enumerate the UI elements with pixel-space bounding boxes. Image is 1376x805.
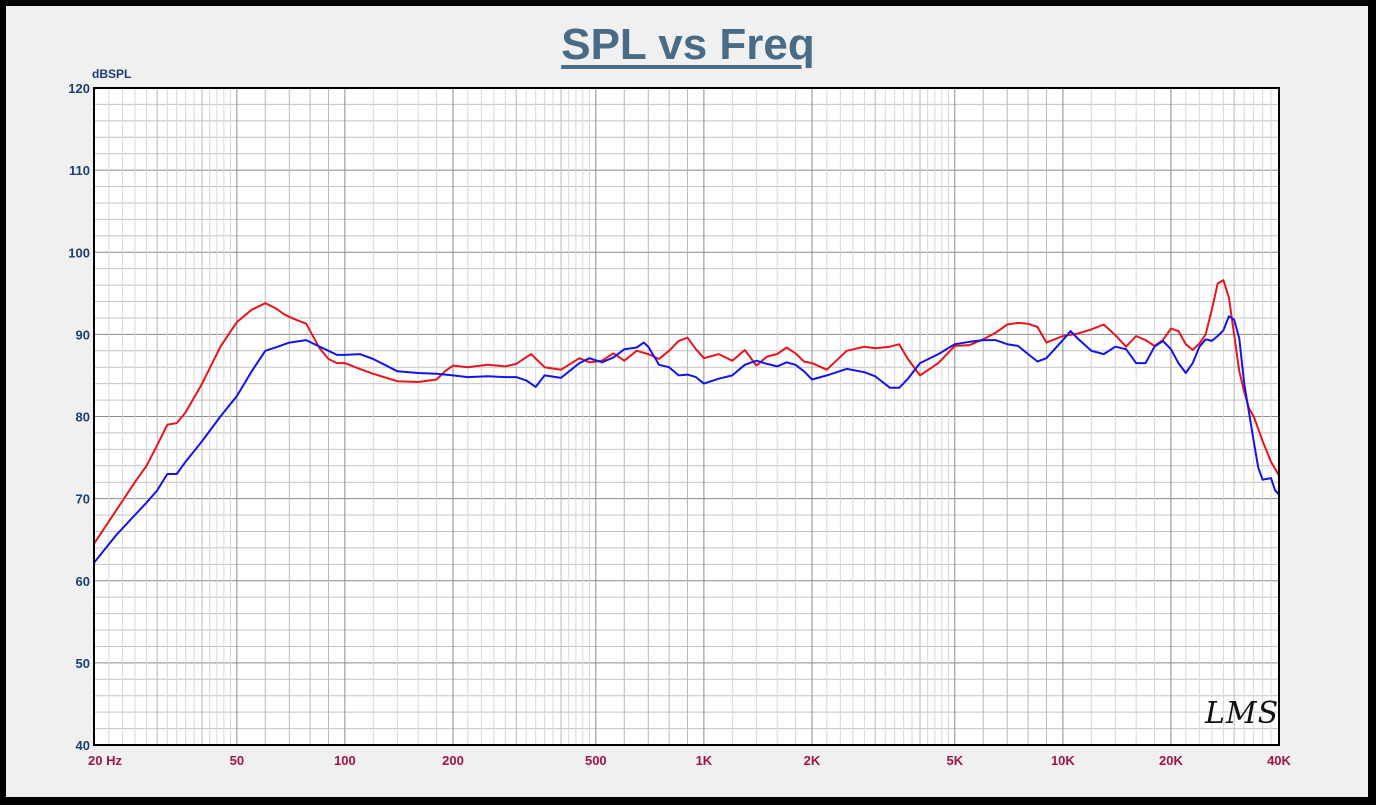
x-tick-label: 1K bbox=[696, 753, 713, 768]
y-tick-labels: 40 50 60 70 80 90 100 110 120 bbox=[68, 81, 90, 753]
x-tick-label: 5K bbox=[946, 753, 963, 768]
x-tick-label: 100 bbox=[334, 753, 356, 768]
x-tick-labels: 20 Hz 50 100 200 500 1K 2K 5K 10K 20K 40K bbox=[88, 753, 1292, 768]
y-tick-label: 50 bbox=[76, 656, 90, 671]
lms-watermark: LMS bbox=[1205, 696, 1280, 731]
x-tick-label: 20 Hz bbox=[88, 753, 122, 768]
x-tick-label: 10K bbox=[1051, 753, 1075, 768]
series-red-line bbox=[93, 279, 1280, 545]
x-tick-label: 40K bbox=[1267, 753, 1291, 768]
y-tick-label: 40 bbox=[76, 738, 90, 753]
series-blue-line bbox=[93, 315, 1280, 564]
y-tick-label: 60 bbox=[76, 574, 90, 589]
series-layer bbox=[93, 279, 1280, 564]
x-tick-label: 20K bbox=[1159, 753, 1183, 768]
x-tick-label: 500 bbox=[585, 753, 607, 768]
x-tick-label: 50 bbox=[230, 753, 244, 768]
chart-title: SPL vs Freq bbox=[561, 20, 815, 69]
y-tick-label: 70 bbox=[76, 492, 90, 507]
y-tick-label: 110 bbox=[69, 163, 90, 178]
x-tick-label: 2K bbox=[804, 753, 821, 768]
x-tick-label: 200 bbox=[442, 753, 464, 768]
grid-lines bbox=[93, 87, 1280, 746]
y-tick-label: 120 bbox=[68, 81, 90, 96]
y-tick-label: 100 bbox=[68, 245, 90, 260]
plot-border bbox=[93, 87, 1280, 746]
y-axis-label: dBSPL bbox=[92, 67, 131, 81]
y-tick-label: 80 bbox=[76, 410, 90, 425]
y-tick-label: 90 bbox=[76, 327, 90, 342]
